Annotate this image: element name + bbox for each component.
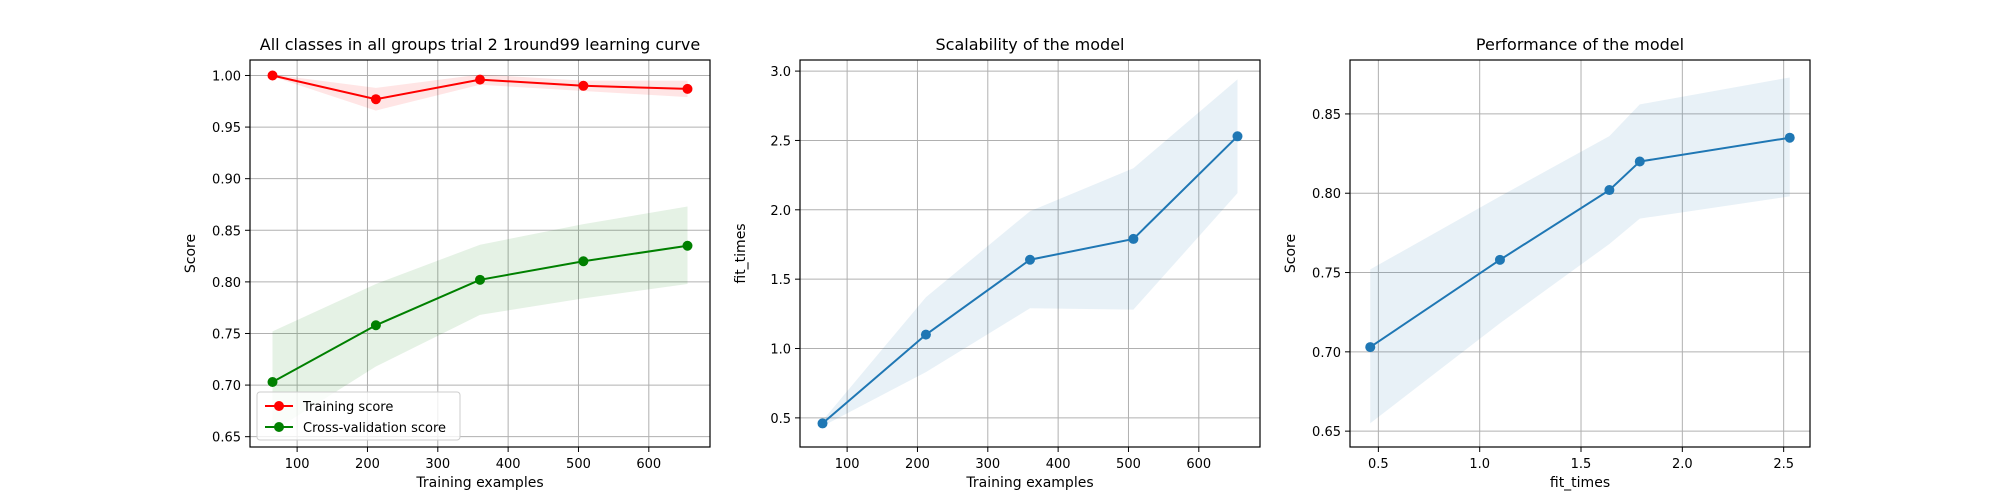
y-tick-label: 0.80 bbox=[212, 276, 241, 291]
x-tick-label: 0.5 bbox=[1368, 457, 1389, 472]
y-tick-label: 0.90 bbox=[212, 173, 241, 188]
y-tick-label: 0.70 bbox=[1312, 346, 1341, 361]
data-point bbox=[267, 70, 278, 81]
data-point bbox=[1494, 254, 1505, 265]
panel-scalability: 100 200 300 400 500 600 0.5 1.0 1.5 2.0 2.5 3.0 Scal… bbox=[733, 35, 1261, 491]
y-tick-label: 0.5 bbox=[770, 412, 791, 427]
y-tick-label: 0.85 bbox=[1312, 108, 1341, 123]
x-tick-label: 400 bbox=[496, 457, 521, 472]
y-tick-label: 2.5 bbox=[770, 134, 791, 149]
x-axis-label: Training examples bbox=[965, 475, 1093, 491]
data-point bbox=[682, 83, 693, 94]
data-point bbox=[1025, 254, 1035, 265]
chart-title: Scalability of the model bbox=[936, 35, 1125, 54]
data-point bbox=[370, 320, 381, 331]
data-point bbox=[682, 240, 693, 251]
y-tick-label: 3.0 bbox=[770, 65, 791, 80]
x-tick-label: 200 bbox=[905, 457, 930, 472]
axes-frame bbox=[799, 59, 1261, 448]
y-tick-label: 1.00 bbox=[212, 69, 241, 84]
x-tick-label: 600 bbox=[636, 457, 661, 472]
x-tick-label: 2.0 bbox=[1672, 457, 1693, 472]
y-axis-label: Score bbox=[183, 234, 199, 273]
x-tick-label: 400 bbox=[1046, 457, 1071, 472]
x-tick-label: 300 bbox=[975, 457, 1000, 472]
x-tick-label: 1.5 bbox=[1571, 457, 1592, 472]
x-tick-label: 500 bbox=[1116, 457, 1141, 472]
series-band-0 bbox=[822, 79, 1238, 427]
x-tick-label: 1.0 bbox=[1469, 457, 1490, 472]
legend-box bbox=[256, 391, 461, 441]
data-point bbox=[1365, 342, 1376, 353]
data-point bbox=[1128, 233, 1139, 244]
data-point bbox=[817, 418, 828, 429]
panel-performance: 0.5 1.0 1.5 2.0 2.5 0.65 0.70 0.75 0.80 0.85 Perfo… bbox=[1283, 35, 1811, 491]
data-point bbox=[578, 256, 589, 267]
x-tick-label: 100 bbox=[285, 457, 310, 472]
series-band-0 bbox=[1370, 77, 1790, 424]
y-tick-label: 0.65 bbox=[1312, 425, 1341, 440]
x-axis-label: Training examples bbox=[415, 475, 543, 491]
y-tick-label: 2.0 bbox=[770, 204, 791, 219]
y-tick-label: 0.80 bbox=[1312, 187, 1341, 202]
x-tick-label: 600 bbox=[1186, 457, 1211, 472]
axes-frame bbox=[249, 59, 711, 448]
legend-marker-1 bbox=[274, 422, 284, 432]
chart-title: All classes in all groups trial 2 1round… bbox=[260, 35, 700, 54]
axes-frame bbox=[1349, 59, 1811, 448]
data-point bbox=[1634, 156, 1645, 167]
y-tick-label: 0.75 bbox=[212, 327, 241, 342]
legend-label-0: Training score bbox=[302, 400, 393, 415]
x-tick-label: 300 bbox=[425, 457, 450, 472]
y-tick-label: 0.75 bbox=[1312, 267, 1341, 282]
data-point bbox=[475, 274, 485, 285]
x-tick-label: 200 bbox=[355, 457, 380, 472]
legend-marker-0 bbox=[274, 401, 284, 411]
x-tick-label: 100 bbox=[835, 457, 860, 472]
data-point bbox=[475, 74, 485, 85]
data-point bbox=[1232, 131, 1243, 142]
x-axis-label: fit_times bbox=[1550, 475, 1610, 491]
data-point bbox=[1784, 132, 1795, 143]
y-axis-label: Score bbox=[1283, 234, 1299, 273]
panel-learning-curve: 100 200 300 400 500 600 0.65 0.70 0.75 0.80 0.85 0.… bbox=[183, 35, 711, 491]
y-tick-label: 0.95 bbox=[212, 121, 241, 136]
data-point bbox=[370, 94, 381, 105]
legend: Training score Cross-validation score bbox=[256, 391, 461, 441]
data-point bbox=[578, 80, 589, 91]
y-tick-label: 0.70 bbox=[212, 379, 241, 394]
chart-title: Performance of the model bbox=[1476, 35, 1684, 54]
data-point bbox=[1604, 185, 1615, 196]
y-axis-label: fit_times bbox=[733, 223, 749, 283]
x-tick-label: 2.5 bbox=[1773, 457, 1794, 472]
data-point bbox=[267, 376, 278, 387]
y-tick-label: 0.85 bbox=[212, 224, 241, 239]
y-tick-label: 0.65 bbox=[212, 431, 241, 446]
data-point bbox=[920, 329, 931, 340]
y-tick-label: 1.0 bbox=[770, 343, 791, 358]
legend-label-1: Cross-validation score bbox=[303, 421, 446, 436]
x-tick-label: 500 bbox=[566, 457, 591, 472]
y-tick-label: 1.5 bbox=[770, 273, 791, 288]
